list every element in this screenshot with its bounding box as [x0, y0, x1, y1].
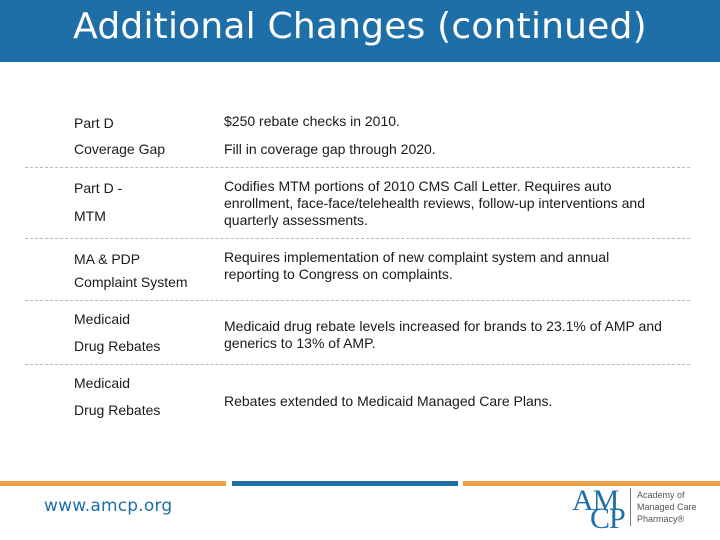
row-description: Rebates extended to Medicaid Managed Car… — [224, 393, 553, 409]
amcp-logo: AM CP Academy of Managed Care Pharmacy® — [572, 484, 702, 535]
row-label: Medicaid — [74, 311, 131, 327]
row-description: Fill in coverage gap through 2020. — [224, 141, 436, 157]
row-label: Drug Rebates — [74, 338, 161, 354]
slide-title: Additional Changes (continued) — [73, 6, 647, 47]
row-separator — [25, 300, 690, 301]
row-separator — [25, 238, 690, 239]
row-description: Medicaid drug rebate levels increased fo… — [224, 318, 662, 351]
logo-text-line: Academy of — [637, 490, 685, 500]
logo-text-line: Pharmacy® — [637, 514, 685, 524]
row-label: MA & PDP — [74, 251, 141, 267]
logo-divider — [630, 488, 631, 526]
footer-bar-blue — [232, 481, 458, 486]
row-label: Complaint System — [74, 274, 188, 290]
row-separator — [25, 167, 690, 168]
row-separator — [25, 364, 690, 365]
row-description: Codifies MTM portions of 2010 CMS Call L… — [224, 178, 646, 228]
footer-bar-orange-left — [0, 481, 226, 486]
row-label: Part D — [74, 115, 114, 131]
row-description: Requires implementation of new complaint… — [224, 249, 610, 282]
logo-letters-am: AM — [572, 484, 619, 517]
logo-text-line: Managed Care — [637, 502, 697, 512]
row-description: $250 rebate checks in 2010. — [224, 113, 400, 129]
title-bar: Additional Changes (continued) — [0, 0, 720, 62]
footer-bar-orange-right — [463, 481, 720, 486]
logo-letters-cp: CP — [590, 502, 626, 535]
row-label: Part D - — [74, 180, 123, 196]
row-label: Medicaid — [74, 375, 131, 391]
footer-url[interactable]: www.amcp.org — [44, 496, 173, 516]
row-label: Coverage Gap — [74, 141, 166, 157]
row-label: MTM — [74, 208, 106, 224]
row-label: Drug Rebates — [74, 402, 161, 418]
